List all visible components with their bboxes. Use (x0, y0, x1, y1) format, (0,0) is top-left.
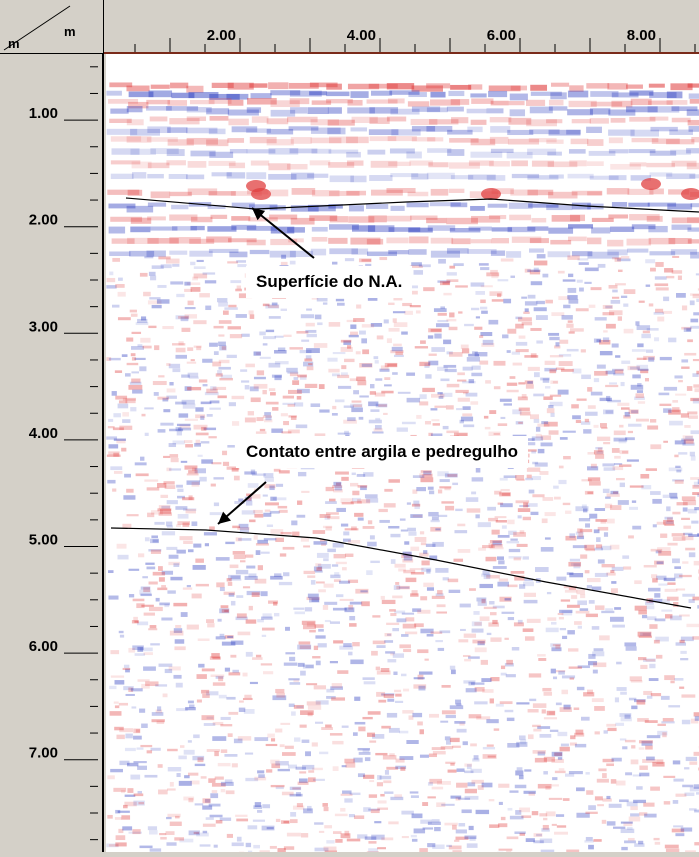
y-ruler-ticks: 1.002.003.004.005.006.007.008.00 (0, 54, 104, 852)
x-tick-label: 4.00 (347, 27, 376, 44)
contact-label: Contato entre argila e pedregulho (236, 436, 528, 468)
water-table-label: Superfície do N.A. (246, 266, 412, 298)
x-tick-label: 6.00 (487, 27, 516, 44)
strong-reflection (251, 188, 271, 200)
contact-arrow (218, 482, 266, 524)
x-tick-label: 2.00 (207, 27, 236, 44)
y-ruler: 1.002.003.004.005.006.007.008.00 (0, 54, 104, 852)
y-tick-label: 1.00 (29, 105, 58, 122)
y-tick-label: 3.00 (29, 318, 58, 335)
x-ruler: 2.00 4.00 6.00 8.00 (104, 0, 699, 54)
strong-reflection (641, 178, 661, 190)
y-tick-label: 7.00 (29, 745, 58, 762)
y-unit-label: m (8, 36, 20, 51)
axis-corner: m m (0, 0, 104, 54)
strong-reflection (481, 188, 501, 200)
radargram-plot: Superfície do N.A. Contato entre argila … (106, 54, 699, 852)
y-tick-label: 4.00 (29, 425, 58, 442)
y-tick-label: 5.00 (29, 532, 58, 549)
x-tick-label: 8.00 (627, 27, 656, 44)
y-tick-label: 6.00 (29, 638, 58, 655)
y-tick-label: 2.00 (29, 212, 58, 229)
x-unit-label: m (64, 24, 76, 39)
x-ruler-ticks: 2.00 4.00 6.00 8.00 (104, 0, 699, 54)
